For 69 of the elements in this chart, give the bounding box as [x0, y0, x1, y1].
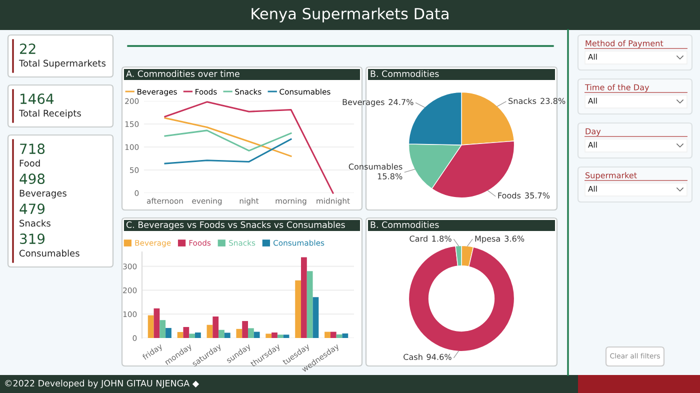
bar	[336, 334, 342, 338]
bar	[166, 328, 172, 338]
bar	[248, 328, 254, 338]
category-label: Time of the Day	[584, 84, 650, 92]
category-label: Supermarket	[586, 172, 637, 180]
bar	[212, 316, 219, 338]
category-label: Snacks	[20, 220, 50, 227]
data-label: 498	[20, 174, 45, 184]
data-label: 94.6%	[426, 354, 452, 360]
bar	[160, 320, 166, 338]
line-series	[164, 117, 292, 157]
bar	[189, 334, 195, 338]
bar	[324, 332, 330, 338]
text: B. Commodities	[370, 221, 439, 228]
data-label: 1.8%	[432, 236, 452, 242]
data-label: 3.6%	[504, 236, 524, 242]
category-label: Method of Payment	[586, 40, 664, 48]
data-label: 15.8%	[378, 173, 402, 180]
text: ©2022 Developed by JOHN GITAU NJENGA ◆	[5, 380, 200, 388]
slice-label: Cash	[404, 354, 422, 360]
bar	[236, 328, 242, 338]
bar	[342, 333, 348, 338]
bar	[242, 321, 248, 338]
category-label: Beverages	[20, 190, 66, 198]
bar	[301, 257, 307, 338]
bar	[312, 297, 319, 338]
category-label: Consumables	[20, 250, 80, 257]
bar	[272, 332, 278, 338]
data-label: 319	[20, 234, 45, 244]
bar	[277, 334, 284, 338]
slice-label: Mpesa	[475, 236, 500, 244]
data-label: 22	[20, 44, 36, 54]
bar	[295, 280, 301, 338]
slice-label: Consumables	[348, 163, 402, 170]
data-label: 24.7%	[388, 99, 414, 106]
slice-label: Beverages	[342, 99, 384, 107]
bar	[330, 332, 336, 338]
bar	[218, 330, 224, 338]
donut-slice	[408, 246, 515, 352]
slice-label: Snacks	[508, 98, 536, 104]
category-label: Day	[586, 128, 601, 136]
line-series	[164, 130, 292, 152]
bar	[283, 334, 290, 338]
bar	[148, 315, 154, 338]
bar	[224, 332, 230, 338]
bar	[183, 327, 190, 338]
data-label: 718	[20, 144, 45, 154]
line-series	[164, 138, 292, 164]
data-label: 35.7%	[525, 192, 550, 199]
slice-label: Foods	[498, 192, 521, 199]
bar	[154, 308, 160, 338]
bar	[306, 271, 313, 338]
data-label: 1464	[20, 94, 54, 104]
data-label: 479	[20, 204, 45, 214]
slice-label: Card	[410, 235, 428, 242]
chart-title: A. Commodities over time	[126, 70, 240, 78]
bar	[195, 332, 201, 338]
category-label: Total Supermarkets	[18, 60, 106, 68]
chart-title: C. Beverages vs Foods vs Snacks vs Consumables	[126, 221, 345, 230]
bar	[254, 332, 260, 338]
category-label: Total Receipts	[18, 110, 81, 118]
bar	[177, 332, 184, 338]
line-series	[164, 101, 334, 194]
data-label: 23.8%	[540, 98, 566, 104]
chart-title: B. Commodities	[370, 70, 439, 78]
bar	[266, 334, 272, 338]
bar	[206, 324, 213, 338]
category-label: Food	[20, 160, 40, 167]
text: Kenya Supermarkets Data	[252, 8, 448, 22]
